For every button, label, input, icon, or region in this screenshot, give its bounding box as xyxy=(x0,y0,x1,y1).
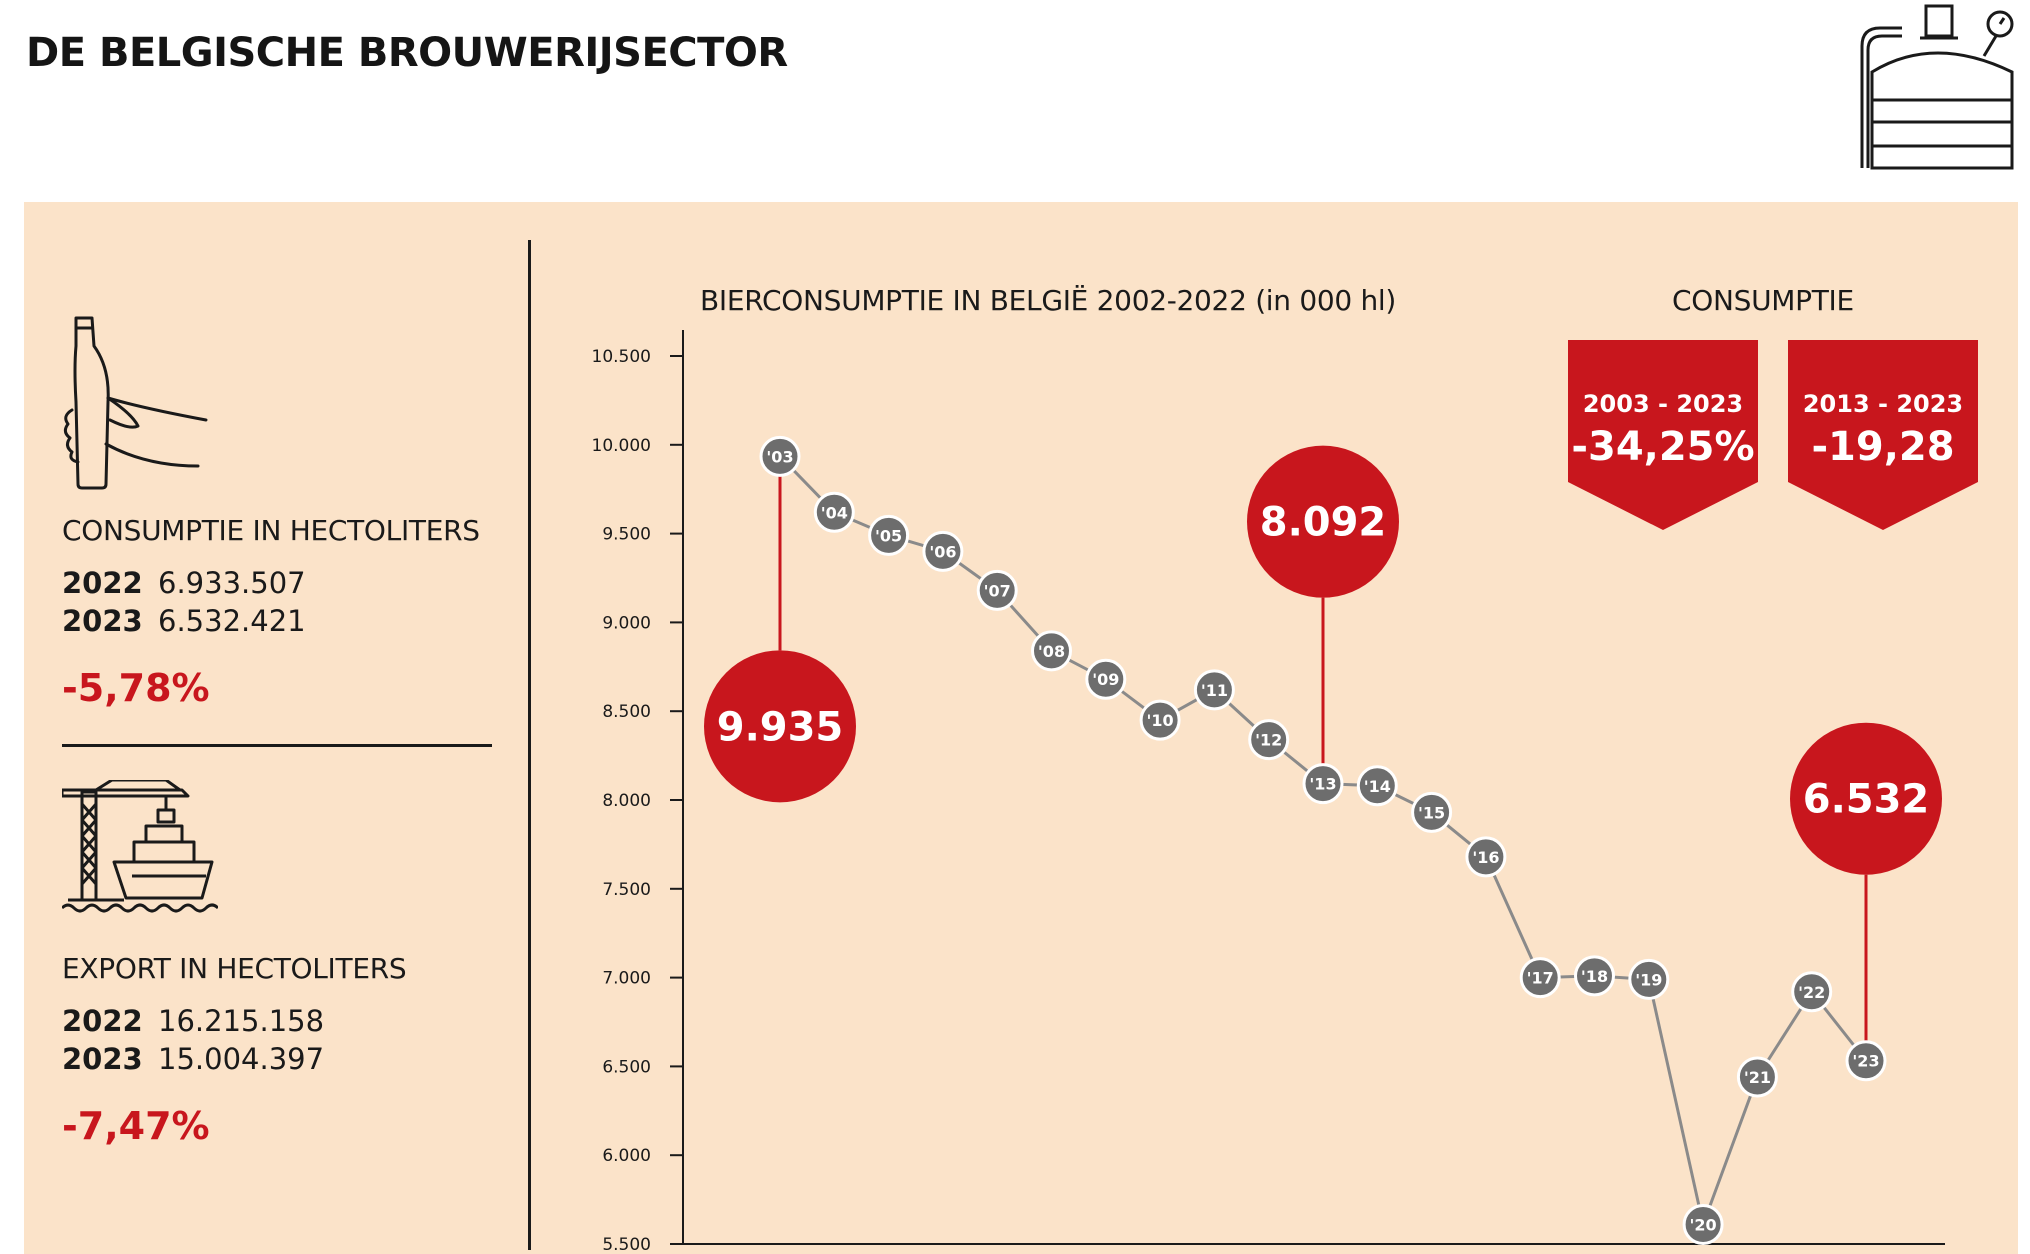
badge-value: -19,28 xyxy=(1811,424,1955,470)
stats-divider xyxy=(62,744,492,747)
badge-value: -34,25% xyxy=(1571,424,1755,470)
export-year: 2023 xyxy=(62,1042,143,1076)
y-tick-label: 9.500 xyxy=(602,525,651,545)
data-point xyxy=(1682,1203,1724,1245)
hand-holding-bottle-icon xyxy=(63,316,208,490)
data-point xyxy=(1139,699,1181,741)
y-tick-label: 10.500 xyxy=(592,347,651,367)
point-label: '09 xyxy=(1092,670,1119,689)
data-point xyxy=(868,514,910,556)
badge-period: 2013 - 2023 xyxy=(1802,390,1964,418)
y-tick-label: 9.000 xyxy=(602,613,651,633)
consumption-value: 6.532.421 xyxy=(158,604,306,638)
y-tick-label: 8.500 xyxy=(602,702,651,722)
badge-shape xyxy=(1568,340,1758,530)
data-point xyxy=(813,491,855,533)
chart-title: BIERCONSUMPTIE IN BELGIË 2002-2022 (in 0… xyxy=(700,284,1397,317)
export-value: 15.004.397 xyxy=(158,1042,325,1076)
badge-2003-2023: 2003 - 2023 -34,25% xyxy=(1568,340,1758,530)
badges-title: CONSUMPTIE xyxy=(1672,284,1854,317)
data-point xyxy=(1628,958,1670,1000)
y-tick-label: 6.000 xyxy=(602,1146,651,1166)
data-point xyxy=(1736,1056,1778,1098)
y-tick-label: 10.000 xyxy=(592,436,651,456)
data-point xyxy=(759,435,801,477)
y-tick-label: 8.000 xyxy=(602,791,651,811)
point-label: '22 xyxy=(1798,983,1825,1002)
export-row-2023: 2023 15.004.397 xyxy=(62,1042,324,1076)
data-point xyxy=(1193,669,1235,711)
page-title: DE BELGISCHE BROUWERIJSECTOR xyxy=(26,30,788,76)
point-label: '13 xyxy=(1309,775,1336,794)
data-point xyxy=(1248,719,1290,761)
data-point xyxy=(1465,836,1507,878)
brewing-kettle-icon xyxy=(1860,4,2014,170)
callout-circle xyxy=(704,650,856,803)
consumption-row-2023: 2023 6.532.421 xyxy=(62,604,306,638)
export-heading: EXPORT IN HECTOLITERS xyxy=(62,952,407,985)
point-label: '12 xyxy=(1255,731,1282,750)
y-tick-label: 6.500 xyxy=(602,1057,651,1077)
crane-ship-icon xyxy=(62,780,218,913)
point-label: '06 xyxy=(929,542,956,561)
callout-circle xyxy=(1790,722,1942,875)
export-change: -7,47% xyxy=(62,1104,210,1148)
point-label: '05 xyxy=(875,526,902,545)
y-tick-label: 7.000 xyxy=(602,969,651,989)
callout-circle xyxy=(1247,445,1399,598)
data-point xyxy=(1519,957,1561,999)
point-label: '08 xyxy=(1038,642,1065,661)
export-year: 2022 xyxy=(62,1004,143,1038)
consumption-row-2022: 2022 6.933.507 xyxy=(62,566,306,600)
consumption-value: 6.933.507 xyxy=(158,566,306,600)
badge-shape xyxy=(1788,340,1978,530)
y-tick-label: 7.500 xyxy=(602,880,651,900)
point-label: '15 xyxy=(1418,803,1445,822)
consumption-change: -5,78% xyxy=(62,666,210,710)
badge-2013-2023: 2013 - 2023 -19,28 xyxy=(1788,340,1978,530)
badge-period: 2003 - 2023 xyxy=(1582,390,1744,418)
point-label: '04 xyxy=(821,503,848,522)
export-row-2022: 2022 16.215.158 xyxy=(62,1004,324,1038)
point-label: '21 xyxy=(1744,1068,1771,1087)
point-label: '03 xyxy=(766,447,793,466)
callout-label: 9.935 xyxy=(717,704,844,750)
data-point xyxy=(1302,763,1344,805)
panel-divider xyxy=(528,240,531,1250)
point-label: '10 xyxy=(1147,711,1174,730)
consumption-year: 2023 xyxy=(62,604,143,638)
data-point xyxy=(976,569,1018,611)
data-point xyxy=(1574,955,1615,997)
point-label: '07 xyxy=(984,581,1011,600)
consumption-heading: CONSUMPTIE IN HECTOLITERS xyxy=(62,514,480,547)
data-point xyxy=(1085,658,1127,700)
export-value: 16.215.158 xyxy=(158,1004,325,1038)
data-point xyxy=(1791,971,1833,1013)
point-label: '20 xyxy=(1690,1215,1717,1234)
point-label: '14 xyxy=(1364,777,1391,796)
consumption-year: 2022 xyxy=(62,566,143,600)
data-point xyxy=(1845,1040,1887,1082)
data-point xyxy=(922,530,964,572)
point-label: '23 xyxy=(1852,1052,1879,1071)
point-label: '19 xyxy=(1635,970,1662,989)
point-label: '17 xyxy=(1527,969,1554,988)
data-point xyxy=(1031,630,1072,672)
point-label: '18 xyxy=(1581,967,1608,986)
callout-label: 8.092 xyxy=(1260,500,1387,546)
data-point xyxy=(1356,765,1398,807)
point-label: '16 xyxy=(1472,848,1499,867)
data-point xyxy=(1411,791,1453,833)
callout-label: 6.532 xyxy=(1803,777,1930,823)
y-tick-label: 5.500 xyxy=(602,1235,651,1254)
point-label: '11 xyxy=(1201,681,1228,700)
